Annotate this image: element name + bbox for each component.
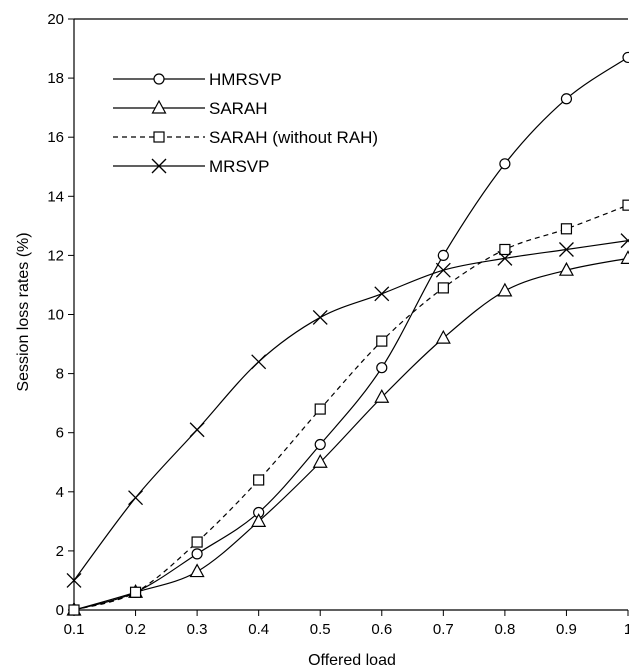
x-tick-label: 0.4: [248, 621, 269, 638]
legend-label: SARAH (without RAH): [209, 128, 378, 147]
legend-marker: [151, 99, 167, 114]
y-tick-label: 10: [47, 307, 64, 324]
data-point-x: [189, 422, 205, 438]
x-tick-label: 0.2: [125, 621, 146, 638]
data-point-x: [128, 490, 144, 506]
data-point-x: [312, 309, 328, 325]
y-tick-label: 8: [56, 366, 64, 383]
x-axis-ticks: 0.1 0.2 0.3 0.4 0.5 0.6 0.7 0.8 0.9 1: [64, 610, 629, 638]
series-line: [73, 257, 629, 611]
y-tick-label: 0: [56, 602, 64, 619]
data-point-square: [376, 335, 388, 347]
x-axis-label: Offered load: [308, 652, 396, 669]
series-sarah-without-rah: [68, 199, 629, 616]
x-tick-label: 0.3: [187, 621, 208, 638]
data-point-square: [622, 199, 629, 211]
series-lines: [66, 51, 629, 616]
legend-marker: [153, 73, 165, 85]
x-tick-label: 0.5: [310, 621, 331, 638]
data-point-square: [560, 223, 573, 235]
data-point-circle: [437, 249, 449, 261]
y-tick-label: 4: [56, 484, 64, 501]
data-point-square: [68, 604, 80, 616]
data-point-triangle: [558, 261, 574, 276]
y-tick-label: 2: [56, 543, 64, 560]
y-tick-label: 14: [47, 188, 64, 205]
x-tick-label: 0.6: [371, 621, 392, 638]
series-line: [73, 240, 629, 581]
legend-item: SARAH: [113, 99, 268, 118]
x-tick-label: 1: [624, 621, 629, 638]
data-point-triangle: [435, 329, 451, 344]
data-point-triangle: [497, 282, 513, 297]
data-point-square: [437, 282, 449, 294]
x-tick-label: 0.1: [64, 621, 85, 638]
y-axis-label: Session loss rates (%): [15, 232, 32, 391]
data-point-x: [435, 262, 451, 278]
data-point-circle: [314, 438, 326, 451]
data-point-triangle: [312, 453, 328, 468]
data-point-circle: [499, 158, 511, 170]
data-point-circle: [376, 362, 388, 374]
data-point-x: [66, 572, 82, 588]
data-point-circle: [191, 548, 203, 560]
data-point-x: [620, 233, 629, 249]
y-tick-label: 18: [47, 70, 64, 87]
x-tick-label: 0.8: [494, 621, 515, 638]
data-point-triangle: [189, 563, 205, 578]
y-tick-label: 20: [47, 11, 64, 28]
legend-item: MRSVP: [113, 157, 269, 176]
data-point-square: [191, 536, 203, 548]
series-line: [73, 56, 629, 611]
legend: HMRSVP SARAH SARAH (without RAH) MRSVP: [113, 70, 378, 176]
data-point-square: [129, 586, 142, 598]
x-tick-label: 0.9: [556, 621, 577, 638]
legend-item: HMRSVP: [113, 70, 282, 89]
data-point-square: [314, 403, 326, 415]
legend-label: SARAH: [209, 99, 268, 118]
y-tick-label: 6: [56, 425, 64, 442]
data-point-circle: [622, 51, 629, 64]
legend-label: HMRSVP: [209, 70, 282, 89]
series-mrsvp: [66, 233, 629, 588]
legend-label: MRSVP: [209, 157, 269, 176]
y-axis-ticks: 0 2 4 6 8 10 12 14 16 18 20: [47, 11, 74, 619]
y-tick-label: 16: [47, 129, 64, 146]
legend-marker: [151, 158, 167, 174]
data-point-x: [251, 354, 267, 370]
data-point-x: [558, 242, 574, 257]
data-point-x: [374, 286, 390, 302]
data-point-square: [499, 243, 511, 256]
series-line: [73, 204, 629, 611]
data-point-x: [497, 250, 513, 266]
y-tick-label: 12: [47, 247, 64, 264]
legend-item: SARAH (without RAH): [113, 128, 378, 147]
data-point-triangle: [620, 250, 629, 264]
x-tick-label: 0.7: [433, 621, 454, 638]
data-point-triangle: [251, 513, 267, 527]
data-point-triangle: [374, 388, 390, 403]
data-point-square: [253, 474, 265, 486]
data-point-circle: [560, 93, 573, 105]
legend-marker: [153, 131, 165, 143]
